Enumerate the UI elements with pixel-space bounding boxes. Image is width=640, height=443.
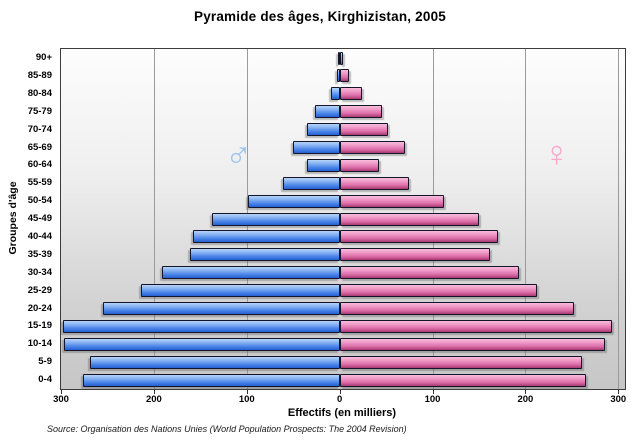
gridline — [525, 49, 527, 389]
x-axis-tick — [153, 390, 155, 394]
female-bar — [339, 141, 405, 154]
male-bar — [140, 284, 340, 298]
age-group-label: 40-44 — [27, 230, 52, 242]
age-group-label: 85-89 — [27, 69, 52, 81]
female-bar — [339, 230, 498, 244]
male-bar — [307, 158, 340, 172]
age-group-label: 60-64 — [27, 159, 52, 171]
age-group-label: 20-24 — [27, 302, 52, 314]
x-axis-tick — [432, 390, 434, 394]
male-bar — [336, 69, 340, 83]
male-bar — [190, 248, 340, 262]
x-axis: 300 200 100 0 100 200 300 — [53, 390, 627, 408]
x-axis-tick — [61, 390, 62, 394]
chart-title: Pyramide des âges, Kirghizistan, 2005 — [193, 9, 446, 24]
male-bar — [162, 266, 340, 280]
age-group-label: 75-79 — [27, 105, 52, 117]
x-axis-tick-label: 100 — [424, 394, 441, 405]
x-axis-tick — [246, 390, 248, 394]
gridline — [153, 49, 155, 389]
age-group-label: 45-49 — [27, 213, 52, 225]
age-group-label: 55-59 — [27, 177, 52, 189]
female-bar — [339, 248, 491, 262]
age-group-label: 35-39 — [27, 248, 52, 260]
age-group-label: 0-4 — [38, 374, 52, 386]
female-bar — [339, 87, 362, 101]
male-bar — [314, 105, 340, 119]
male-bar — [102, 302, 340, 315]
y-axis-title: Groupes d'âge — [7, 181, 19, 255]
age-group-label: 5-9 — [38, 356, 52, 368]
age-group-label: 30-34 — [27, 266, 52, 278]
male-bar — [337, 51, 340, 65]
age-group-label: 90+ — [35, 52, 52, 63]
female-bar — [339, 51, 344, 65]
age-group-label: 65-69 — [27, 141, 52, 153]
female-bar — [339, 373, 586, 387]
x-axis-tick — [618, 390, 620, 394]
female-symbol-icon: ♀ — [543, 133, 570, 174]
female-bar — [339, 319, 612, 333]
male-symbol-icon: ♂ — [225, 133, 252, 174]
x-axis-tick-label: 200 — [517, 394, 534, 405]
age-group-label: 50-54 — [27, 195, 52, 207]
x-axis-tick-label: 100 — [238, 394, 255, 405]
female-bar — [339, 105, 383, 119]
male-bar — [63, 337, 340, 351]
female-bar — [339, 212, 479, 226]
female-bar — [339, 194, 444, 208]
gridline — [618, 49, 620, 389]
female-bar — [339, 337, 606, 351]
male-bar — [293, 141, 340, 154]
female-bar — [339, 302, 574, 315]
source-note: Source: Organisation des Nations Unies (… — [47, 424, 407, 434]
age-group-label: 25-29 — [27, 284, 52, 296]
x-axis-tick-label: 200 — [145, 394, 162, 405]
male-bar — [331, 87, 340, 101]
x-axis-tick-label: 0 — [337, 394, 343, 405]
female-bar — [339, 284, 538, 298]
age-group-label: 15-19 — [27, 320, 52, 332]
female-bar — [339, 176, 410, 190]
male-bar — [62, 319, 340, 333]
male-bar — [283, 176, 340, 190]
plot-area: ♂ ♀ — [60, 48, 626, 390]
male-bar — [192, 230, 340, 244]
age-group-label: 70-74 — [27, 123, 52, 135]
x-axis-tick — [525, 390, 527, 394]
male-bar — [89, 355, 340, 369]
female-bar — [339, 158, 379, 172]
male-bar — [211, 212, 340, 226]
female-bar — [339, 69, 349, 83]
male-bar — [247, 194, 340, 208]
male-bar — [307, 123, 340, 137]
female-bar — [339, 355, 583, 369]
female-bar — [339, 123, 388, 137]
x-axis-tick-label: 300 — [610, 394, 627, 405]
x-axis-tick — [339, 390, 341, 394]
female-bar — [339, 266, 519, 280]
male-bar — [83, 373, 340, 387]
x-axis-title: Effectifs (en milliers) — [287, 407, 397, 419]
age-group-label: 80-84 — [27, 87, 52, 99]
x-axis-tick-label: 300 — [53, 394, 69, 405]
age-group-label: 10-14 — [27, 338, 52, 350]
